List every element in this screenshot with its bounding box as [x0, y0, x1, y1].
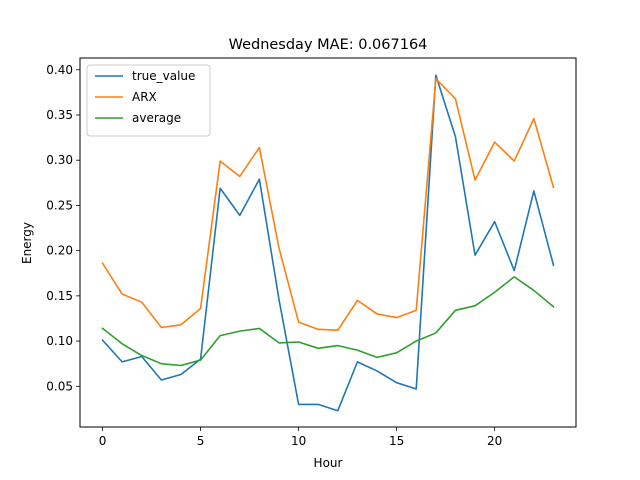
y-tick-label: 0.35 [46, 108, 73, 122]
x-tick-label: 0 [99, 434, 107, 448]
y-axis-label: Energy [20, 222, 34, 264]
y-tick-label: 0.10 [46, 334, 73, 348]
series-line-ARX [101, 78, 555, 332]
legend: true_value ARX average [86, 64, 211, 137]
series-line-true-value [101, 74, 555, 412]
x-tick-label: 20 [487, 434, 502, 448]
legend-label-average: average [132, 111, 181, 125]
y-tick-label: 0.05 [46, 379, 73, 393]
x-tick-label: 5 [197, 434, 205, 448]
chart-title: Wednesday MAE: 0.067164 [229, 37, 428, 53]
x-tick-label: 15 [389, 434, 404, 448]
legend-label-ARX: ARX [132, 90, 157, 104]
y-tick-label: 0.15 [46, 289, 73, 303]
axes-frame [79, 57, 577, 428]
axes-layer: 0 5 10 15 20 0.05 0.10 0.15 0.20 0.25 0.30 0.35 0.40 [46, 57, 577, 448]
series-layer [101, 74, 555, 412]
x-axis-label: Hour [314, 456, 343, 470]
legend-label-true-value: true_value [132, 69, 195, 83]
x-tick-label: 10 [291, 434, 306, 448]
y-tick-label: 0.25 [46, 198, 73, 212]
y-tick-label: 0.40 [46, 63, 73, 77]
y-tick-label: 0.20 [46, 244, 73, 258]
series-line-average [101, 276, 555, 367]
y-tick-label: 0.30 [46, 153, 73, 167]
